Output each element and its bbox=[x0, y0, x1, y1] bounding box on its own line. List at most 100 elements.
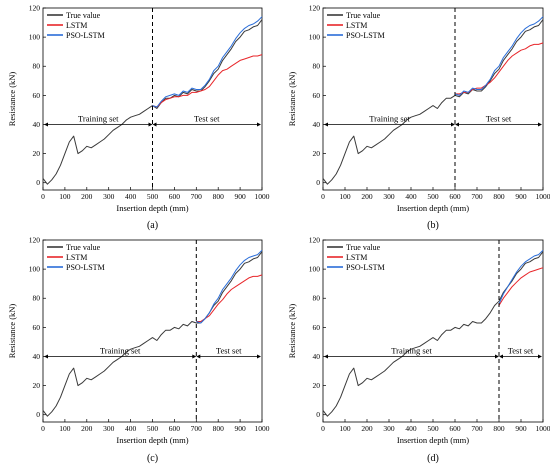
x-tick-label: 700 bbox=[471, 424, 483, 433]
x-tick-label: 500 bbox=[427, 424, 439, 433]
training-set-arrow-head-left bbox=[44, 122, 48, 127]
series-line-true-value bbox=[322, 251, 544, 417]
x-tick-label: 100 bbox=[339, 424, 351, 433]
legend-entry: LSTM bbox=[66, 253, 87, 262]
x-tick-label: 0 bbox=[321, 424, 325, 433]
legend-entry: True value bbox=[346, 11, 381, 20]
x-tick-label: 800 bbox=[213, 192, 225, 201]
x-tick-label: 0 bbox=[321, 192, 325, 201]
x-tick-label: 0 bbox=[41, 424, 45, 433]
training-set-label: Training set bbox=[100, 345, 141, 355]
x-tick-label: 600 bbox=[449, 424, 461, 433]
series-line-pso-lstm bbox=[152, 16, 263, 108]
training-set-arrow-head-left bbox=[324, 354, 328, 359]
y-tick-label: 40 bbox=[313, 120, 321, 129]
test-set-arrow-head-right bbox=[257, 354, 261, 359]
y-axis-label: Resistance (kN) bbox=[287, 72, 297, 127]
legend-entry: True value bbox=[66, 243, 101, 252]
training-set-arrow-head-right bbox=[451, 122, 455, 127]
y-tick-label: 120 bbox=[309, 4, 321, 13]
panel-caption: (c) bbox=[147, 453, 158, 464]
x-tick-label: 500 bbox=[147, 192, 159, 201]
chart-panel-4: 0 100 200 300 400 500 600 700 800 900 1000 0 20 40 60 8… bbox=[287, 236, 550, 465]
x-tick-label: 900 bbox=[234, 192, 246, 201]
x-tick-label: 800 bbox=[493, 424, 505, 433]
x-tick-label: 700 bbox=[191, 192, 203, 201]
legend-entry: True value bbox=[346, 243, 381, 252]
y-tick-label: 60 bbox=[33, 91, 41, 100]
y-tick-label: 100 bbox=[29, 265, 41, 274]
x-axis-label: Insertion depth (mm) bbox=[116, 435, 188, 445]
test-set-label: Test set bbox=[216, 345, 242, 355]
series-line-true-value bbox=[42, 251, 263, 417]
x-tick-label: 300 bbox=[103, 424, 115, 433]
legend-entry: LSTM bbox=[346, 21, 367, 30]
x-tick-label: 600 bbox=[169, 192, 181, 201]
x-tick-label: 500 bbox=[427, 192, 439, 201]
y-tick-label: 100 bbox=[309, 265, 321, 274]
x-tick-label: 400 bbox=[405, 192, 417, 201]
training-set-arrow-head-left bbox=[44, 354, 48, 359]
series-line-pso-lstm bbox=[196, 249, 263, 324]
test-set-arrow-head-left bbox=[152, 122, 157, 127]
y-axis-label: Resistance (kN) bbox=[7, 72, 17, 127]
x-axis-label: Insertion depth (mm) bbox=[116, 203, 188, 213]
y-tick-label: 0 bbox=[36, 178, 40, 187]
y-axis-label: Resistance (kN) bbox=[7, 304, 17, 359]
x-tick-label: 200 bbox=[361, 424, 373, 433]
series-line-true-value bbox=[322, 19, 544, 185]
legend-entry: True value bbox=[66, 11, 101, 20]
x-tick-label: 0 bbox=[41, 192, 45, 201]
x-axis-label: Insertion depth (mm) bbox=[397, 435, 469, 445]
series-line-pso-lstm bbox=[454, 16, 544, 96]
x-tick-label: 400 bbox=[125, 192, 137, 201]
chart-panel-2: 0 100 200 300 400 500 600 700 800 900 1000 0 20 40 60 8… bbox=[287, 4, 550, 232]
x-tick-label: 1000 bbox=[536, 192, 550, 201]
y-tick-label: 60 bbox=[313, 323, 321, 332]
series-line-lstm bbox=[498, 267, 544, 306]
y-tick-label: 120 bbox=[309, 236, 321, 245]
panel-caption: (d) bbox=[427, 453, 439, 464]
test-set-arrow-head-right bbox=[538, 122, 542, 127]
x-tick-label: 600 bbox=[169, 424, 181, 433]
x-tick-label: 800 bbox=[213, 424, 225, 433]
y-tick-label: 0 bbox=[316, 410, 320, 419]
training-set-label: Training set bbox=[369, 113, 410, 123]
x-tick-label: 900 bbox=[515, 424, 527, 433]
test-set-arrow-head-left bbox=[499, 354, 503, 359]
panel-caption: (a) bbox=[147, 220, 158, 231]
training-set-arrow-head-right bbox=[148, 122, 153, 127]
training-set-label: Training set bbox=[78, 113, 119, 123]
test-set-arrow-head-left bbox=[455, 122, 459, 127]
y-tick-label: 20 bbox=[33, 149, 41, 158]
x-tick-label: 1000 bbox=[255, 424, 270, 433]
x-tick-label: 100 bbox=[59, 192, 71, 201]
y-tick-label: 0 bbox=[36, 410, 40, 419]
y-tick-label: 80 bbox=[313, 294, 321, 303]
x-axis-label: Insertion depth (mm) bbox=[397, 203, 469, 213]
y-tick-label: 20 bbox=[313, 381, 321, 390]
legend-entry: PSO-LSTM bbox=[66, 263, 105, 272]
legend-entry: PSO-LSTM bbox=[346, 263, 385, 272]
y-tick-label: 80 bbox=[33, 294, 41, 303]
test-set-arrow-head-right bbox=[257, 122, 261, 127]
x-tick-label: 300 bbox=[383, 192, 395, 201]
training-set-arrow-head-left bbox=[324, 122, 328, 127]
series-line-pso-lstm bbox=[498, 249, 544, 305]
x-tick-label: 1000 bbox=[536, 424, 550, 433]
test-set-arrow-head-right bbox=[538, 354, 542, 359]
x-tick-label: 900 bbox=[234, 424, 246, 433]
x-tick-label: 200 bbox=[81, 192, 93, 201]
series-line-lstm bbox=[196, 274, 263, 322]
y-tick-label: 100 bbox=[29, 33, 41, 42]
chart-panel-1: 0 100 200 300 400 500 600 700 800 900 1000 0 20 40 60 8… bbox=[7, 4, 270, 232]
y-tick-label: 40 bbox=[33, 352, 41, 361]
y-tick-label: 80 bbox=[33, 62, 41, 71]
training-set-arrow-head-right bbox=[495, 354, 499, 359]
x-tick-label: 300 bbox=[103, 192, 115, 201]
test-set-label: Test set bbox=[508, 345, 534, 355]
x-tick-label: 700 bbox=[191, 424, 203, 433]
y-tick-label: 60 bbox=[313, 91, 321, 100]
legend-entry: LSTM bbox=[66, 21, 87, 30]
y-tick-label: 120 bbox=[29, 236, 41, 245]
